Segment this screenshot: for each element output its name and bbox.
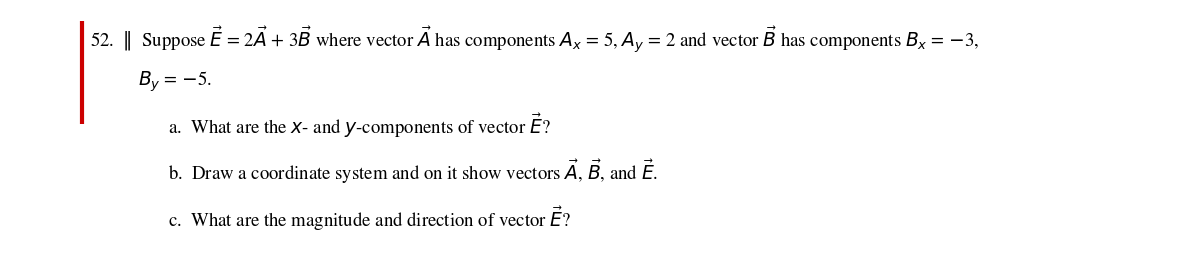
Text: $B_y$ = $-$5.: $B_y$ = $-$5. xyxy=(138,69,212,94)
Text: 52.  $\|$  Suppose $\vec{E}$ = 2$\vec{A}$ + 3$\vec{B}$ where vector $\vec{A}$ ha: 52. $\|$ Suppose $\vec{E}$ = 2$\vec{A}$ … xyxy=(90,25,979,55)
Text: a.  What are the $x$- and $y$-components of vector $\vec{E}$?: a. What are the $x$- and $y$-components … xyxy=(168,112,551,140)
Text: b.  Draw a coordinate system and on it show vectors $\vec{A}$, $\vec{B}$, and $\: b. Draw a coordinate system and on it sh… xyxy=(168,158,659,186)
Text: c.  What are the magnitude and direction of vector $\vec{E}$?: c. What are the magnitude and direction … xyxy=(168,205,571,233)
